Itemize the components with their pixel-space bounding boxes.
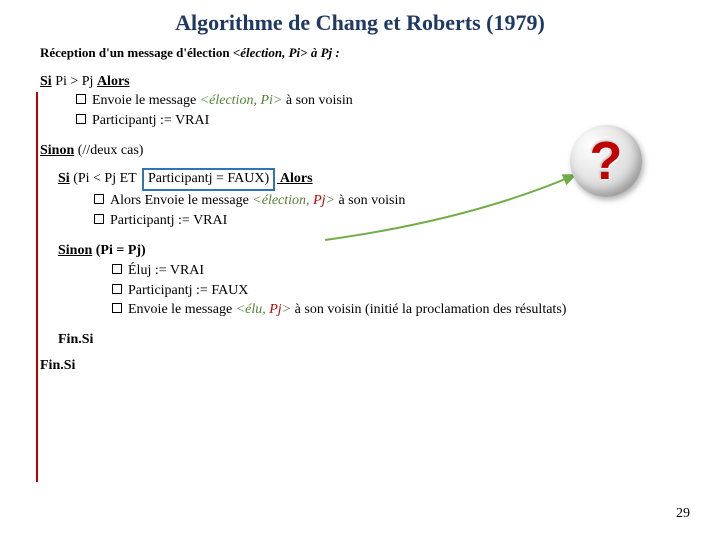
reception-suffix: à Pj : <box>308 45 340 60</box>
l1-pi: Pi <box>260 93 272 108</box>
qmark-circle: ? <box>570 125 642 197</box>
e1-text: Éluj := VRAI <box>128 263 204 278</box>
n1-pj: Pj <box>313 193 325 208</box>
nested-cond-a: (Pi < Pj ET <box>70 171 140 186</box>
participant-false: Participantj := FAUX <box>40 282 710 301</box>
question-mark-badge: ? <box>570 125 660 215</box>
reception-line: Réception d'un message d'élection <élect… <box>40 44 710 62</box>
l1-prefix: Envoie le message <box>92 93 200 108</box>
then-keyword: Alors <box>97 74 130 89</box>
if-line: Si Pi > Pj Alors <box>40 73 710 92</box>
finsi-outer: Fin.Si <box>40 357 710 376</box>
e3-prefix: Envoie le message <box>128 302 236 317</box>
else-keyword: Sinon <box>40 143 74 158</box>
bullet-icon <box>94 214 104 224</box>
n1-suffix: à son voisin <box>335 193 405 208</box>
send-elu-pj: Envoie le message <élu, Pj> à son voisin… <box>40 301 710 320</box>
l1-open: <élection, <box>200 93 261 108</box>
vertical-bar <box>36 92 38 482</box>
boxed-condition: Participantj = FAUX) <box>142 168 275 191</box>
bullet-icon <box>76 94 86 104</box>
l2-text: Participantj := VRAI <box>92 113 209 128</box>
e3-open: <élu, <box>236 302 270 317</box>
e3-close: > <box>282 302 291 317</box>
l1-suffix: à son voisin <box>282 93 352 108</box>
bullet-icon <box>76 114 86 124</box>
slide-title: Algorithme de Chang et Roberts (1979) <box>0 0 720 44</box>
e3-suffix: à son voisin (initié la proclamation des… <box>291 302 566 317</box>
e2-text: Participantj := FAUX <box>128 283 248 298</box>
if-cond: Pi > Pj <box>52 74 97 89</box>
page-number: 29 <box>676 506 690 522</box>
bullet-icon <box>112 264 122 274</box>
question-mark-icon: ? <box>590 134 623 188</box>
e3-pj: Pj <box>269 302 281 317</box>
nested-else-cond: (Pi = Pj) <box>92 243 145 258</box>
else-comment: (//deux cas) <box>74 143 143 158</box>
nested-else-kw: Sinon <box>58 243 92 258</box>
nested-else-line: Sinon (Pi = Pj) <box>40 242 710 261</box>
if-keyword: Si <box>40 74 52 89</box>
nested-if-kw: Si <box>58 171 70 186</box>
n1-close: > <box>326 193 335 208</box>
n1-open: <élection, <box>252 193 313 208</box>
nested-then: Alors <box>277 171 312 186</box>
n2-text: Participantj := VRAI <box>110 213 227 228</box>
bullet-icon <box>112 303 122 313</box>
l1-close: > <box>273 93 282 108</box>
send-election-pi: Envoie le message <élection, Pi> à son v… <box>40 92 710 111</box>
n1-prefix: Alors Envoie le message <box>110 193 252 208</box>
reception-msg: <élection, Pi> <box>233 45 308 60</box>
bullet-icon <box>112 284 122 294</box>
reception-prefix: Réception d'un message d'élection <box>40 45 233 60</box>
bullet-icon <box>94 194 104 204</box>
finsi-inner: Fin.Si <box>40 331 710 350</box>
elu-true: Éluj := VRAI <box>40 262 710 281</box>
